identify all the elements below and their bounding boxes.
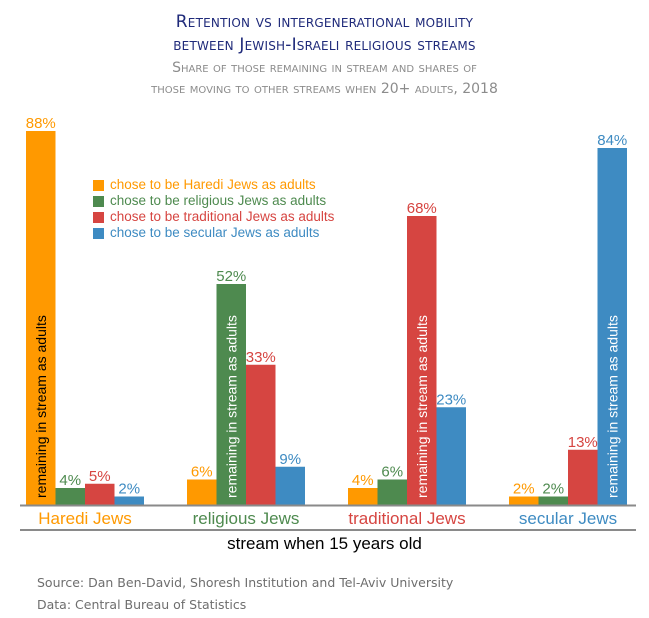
retention-annotation: remaining in stream as adults: [223, 315, 239, 498]
legend-label-traditional: chose to be traditional Jews as adults: [110, 209, 335, 224]
bar-religious-jews-secular-jews: [275, 466, 305, 505]
legend: chose to be Haredi Jews as adults chose …: [93, 177, 334, 241]
data-note: Data: Central Bureau of Statistics: [37, 597, 247, 612]
value-label: 68%: [407, 200, 437, 217]
x-axis-title: stream when 15 years old: [227, 534, 422, 553]
bar-secular-jews-traditional-jews: [568, 449, 598, 505]
bar-traditional-jews-haredi-jews: [348, 488, 378, 505]
x-tick-label: secular Jews: [519, 509, 617, 528]
value-label: 52%: [216, 268, 246, 285]
legend-swatch-religious: [93, 195, 104, 207]
x-tick-label: Haredi Jews: [38, 509, 132, 528]
chart-title-line-2: between Jewish-Israeli religious streams: [173, 35, 476, 55]
bar-religious-jews-haredi-jews: [187, 479, 217, 505]
value-label: 4%: [59, 472, 81, 489]
bar-secular-jews-religious-jews: [538, 496, 568, 505]
bar-haredi-jews-secular-jews: [114, 496, 144, 505]
value-label: 2%: [118, 481, 140, 498]
value-label: 88%: [26, 115, 56, 132]
value-label: 23%: [436, 391, 466, 408]
source-note: Source: Dan Ben-David, Shoresh Instituti…: [37, 575, 454, 590]
legend-item-haredi: chose to be Haredi Jews as adults: [93, 177, 334, 193]
chart-subtitle-line-2: those moving to other streams when 20+ a…: [151, 81, 498, 97]
retention-annotation: remaining in stream as adults: [33, 315, 49, 498]
legend-item-traditional: chose to be traditional Jews as adults: [93, 209, 334, 225]
value-label: 2%: [542, 481, 564, 498]
value-label: 5%: [89, 468, 111, 485]
value-label: 84%: [597, 132, 627, 149]
value-label: 33%: [246, 349, 276, 366]
value-label: 2%: [513, 481, 535, 498]
bar-haredi-jews-haredi-jews: [26, 131, 56, 505]
legend-item-secular: chose to be secular Jews as adults: [93, 225, 334, 241]
legend-label-religious: chose to be religious Jews as adults: [110, 193, 327, 208]
value-label: 6%: [381, 464, 403, 481]
bar-haredi-jews-traditional-jews: [85, 483, 115, 505]
bar-traditional-jews-secular-jews: [436, 407, 466, 505]
bar-religious-jews-traditional-jews: [246, 364, 276, 505]
chart-subtitle-line-1: Share of those remaining in stream and s…: [172, 60, 477, 76]
legend-swatch-haredi: [93, 179, 104, 191]
legend-swatch-traditional: [93, 211, 104, 223]
x-tick-label: traditional Jews: [348, 509, 465, 528]
legend-label-haredi: chose to be Haredi Jews as adults: [110, 177, 316, 192]
x-tick-label: religious Jews: [193, 509, 300, 528]
bar-religious-jews-religious-jews: [216, 284, 246, 505]
bar-secular-jews-haredi-jews: [509, 496, 539, 505]
bar-haredi-jews-religious-jews: [55, 488, 85, 505]
legend-swatch-secular: [93, 227, 104, 239]
bar-traditional-jews-religious-jews: [377, 479, 407, 505]
value-label: 6%: [191, 464, 213, 481]
retention-annotation: remaining in stream as adults: [414, 315, 430, 498]
value-label: 9%: [279, 451, 301, 468]
value-label: 13%: [568, 434, 598, 451]
legend-label-secular: chose to be secular Jews as adults: [110, 225, 320, 240]
retention-annotation: remaining in stream as adults: [604, 315, 620, 498]
value-label: 4%: [352, 472, 374, 489]
bar-traditional-jews-traditional-jews: [407, 216, 437, 505]
bar-secular-jews-secular-jews: [597, 148, 627, 505]
legend-item-religious: chose to be religious Jews as adults: [93, 193, 334, 209]
chart-title-line-1: Retention vs intergenerational mobility: [175, 12, 474, 32]
